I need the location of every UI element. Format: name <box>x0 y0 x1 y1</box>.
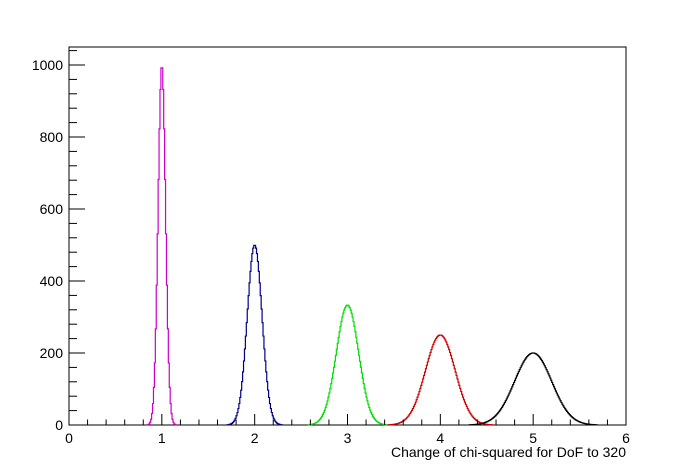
series-1-line <box>146 67 178 426</box>
x-tick-label: 3 <box>344 430 352 446</box>
y-tick-label: 200 <box>40 345 64 361</box>
y-tick-label: 400 <box>40 273 64 289</box>
y-tick-label: 1000 <box>32 57 63 73</box>
x-tick-label: 4 <box>436 430 444 446</box>
series-2-line <box>226 244 284 426</box>
x-tick-label: 1 <box>158 430 166 446</box>
x-tick-label: 2 <box>251 430 259 446</box>
x-tick-label: 0 <box>65 430 73 446</box>
x-tick-label: 5 <box>529 430 537 446</box>
y-tick-label: 600 <box>40 201 64 217</box>
series-3-line <box>306 304 389 426</box>
series-4-line <box>387 334 493 426</box>
series-layer <box>146 67 598 426</box>
y-tick-label: 0 <box>55 417 63 433</box>
x-tick-label: 6 <box>622 430 630 446</box>
series-5-line <box>468 352 598 426</box>
y-tick-label: 800 <box>40 129 64 145</box>
x-axis: 0 1 2 3 4 5 6 <box>65 414 630 446</box>
y-axis: 0 200 400 600 800 1000 <box>32 50 85 433</box>
plot-frame <box>68 46 627 426</box>
x-axis-label: Change of chi-squared for DoF to 320 <box>391 444 626 460</box>
